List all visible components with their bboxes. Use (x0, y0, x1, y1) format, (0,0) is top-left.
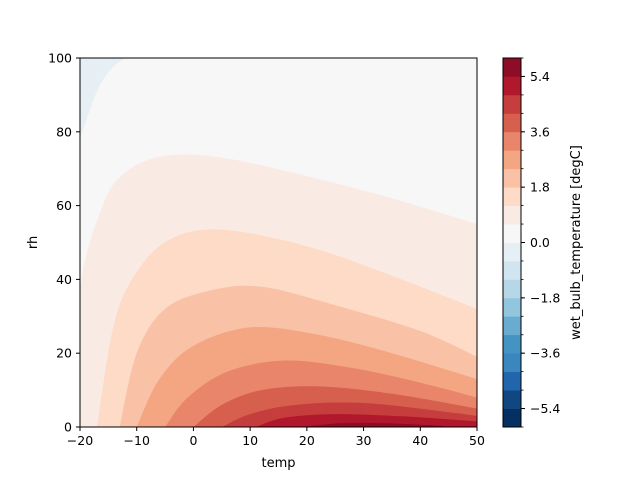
contour-fills (80, 58, 477, 427)
colorbar-band (503, 76, 521, 96)
x-axis: −20 −10 0 10 20 30 40 50 (67, 427, 485, 448)
colorbar-band (503, 58, 521, 77)
x-tick-label: 20 (299, 433, 315, 448)
colorbar-band (503, 279, 521, 299)
colorbar-band (503, 168, 521, 188)
colorbar-band (503, 224, 521, 243)
colorbar-band (503, 113, 521, 133)
colorbar-band (503, 297, 521, 317)
colorbar-band (503, 408, 521, 428)
colorbar: −5.4 −3.6 −1.8 0.0 1.8 3.6 5.4 (502, 57, 560, 428)
colorbar-tick-label: 1.8 (530, 180, 550, 195)
colorbar-band (503, 316, 521, 336)
y-tick-label: 100 (48, 51, 72, 66)
y-tick-label: 0 (64, 420, 72, 435)
y-axis-label: rh (26, 236, 41, 249)
colorbar-band (503, 94, 521, 114)
colorbar-tick-label: −3.6 (530, 346, 560, 361)
x-tick-label: 40 (412, 433, 428, 448)
colorbar-tick-label: −5.4 (530, 401, 560, 416)
x-tick-label: 0 (189, 433, 197, 448)
colorbar-band (503, 353, 521, 373)
colorbar-band (503, 260, 521, 280)
colorbar-band (503, 131, 521, 151)
y-tick-label: 60 (56, 198, 72, 213)
colorbar-band (503, 334, 521, 354)
x-tick-label: −10 (124, 433, 150, 448)
x-tick-label: −20 (67, 433, 93, 448)
x-tick-label: 30 (356, 433, 372, 448)
colorbar-tick-label: 5.4 (530, 69, 550, 84)
x-axis-label: temp (261, 456, 295, 471)
colorbar-band (503, 242, 521, 262)
contour-band-4.8-5.4 (255, 414, 477, 427)
colorbar-band (503, 390, 521, 409)
y-axis: 0 20 40 60 80 100 (48, 51, 80, 435)
colorbar-band (503, 371, 521, 391)
colorbar-tick-label: −1.8 (530, 290, 560, 305)
x-tick-label: 10 (242, 433, 258, 448)
colorbar-band (503, 187, 521, 206)
contour-band-5.4-6 (301, 422, 477, 427)
colorbar-band (503, 150, 521, 170)
y-tick-label: 40 (56, 272, 72, 287)
plot-frame (79, 57, 478, 428)
plot-area (79, 57, 478, 428)
x-tick-label: 50 (469, 433, 485, 448)
colorbar-label: wet_bulb_temperature [degC] (569, 145, 584, 340)
colorbar-band (503, 205, 521, 225)
y-tick-label: 80 (56, 124, 72, 139)
colorbar-tick-label: 3.6 (530, 124, 550, 139)
colorbar-tick-label: 0.0 (530, 235, 550, 250)
y-tick-label: 20 (56, 346, 72, 361)
